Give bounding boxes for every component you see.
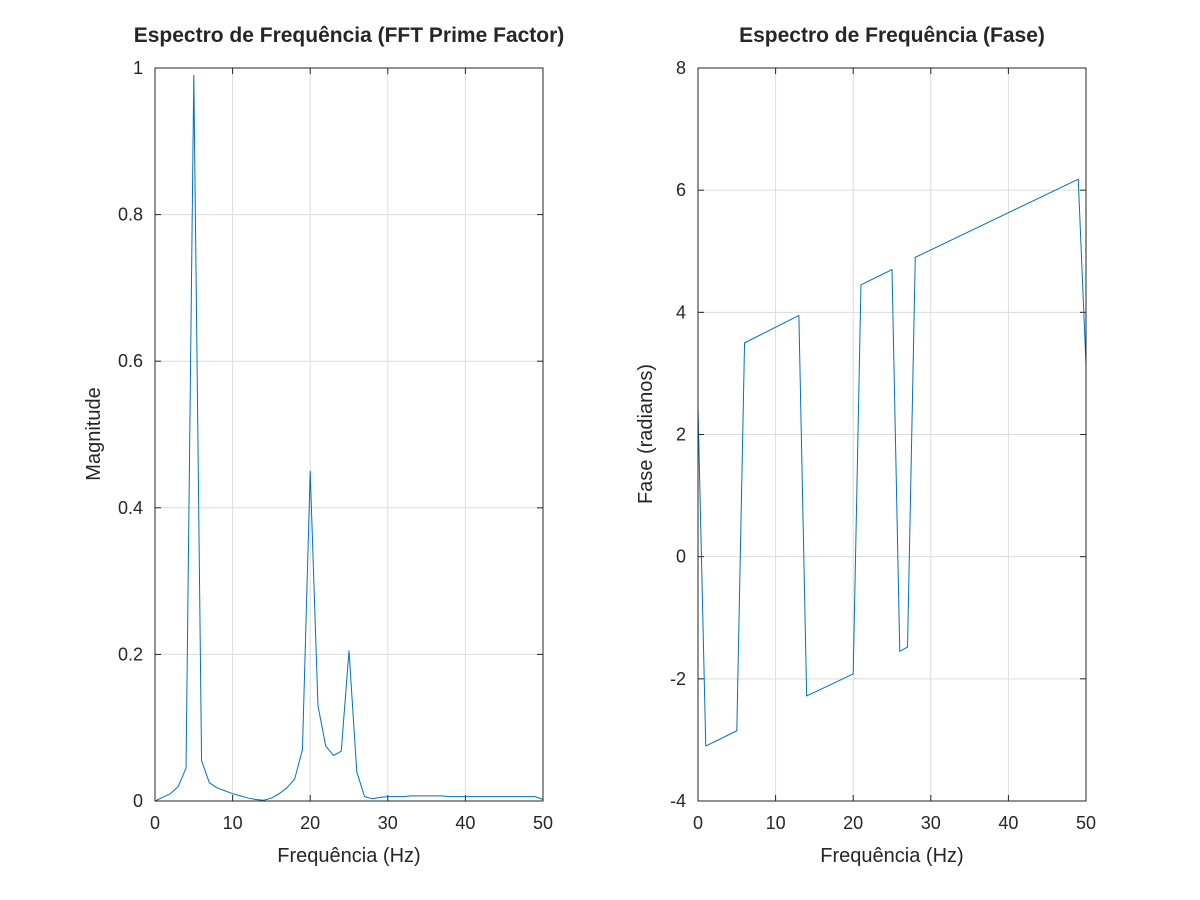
phase-y-tick-label: 8 — [676, 58, 686, 78]
phase-x-tick-label: 10 — [766, 813, 786, 833]
phase-series-line — [697, 178, 1087, 747]
magnitude-x-tick-label: 30 — [378, 813, 398, 833]
magnitude-axes: 0 10 20 30 40 50 0 0.2 0.4 0.6 0.8 1 Espectro de Fr… — [83, 24, 564, 867]
phase-y-tick-label: -2 — [670, 669, 686, 689]
phase-grid — [698, 68, 1086, 801]
magnitude-y-tick-label: 0.2 — [118, 644, 143, 664]
phase-y-tick-label: 6 — [676, 180, 686, 200]
phase-y-axis-label: Fase (radianos) — [635, 364, 657, 504]
magnitude-x-tick-label: 10 — [223, 813, 243, 833]
phase-y-tick-label: 2 — [676, 425, 686, 445]
phase-y-tick-label: 4 — [676, 302, 686, 322]
magnitude-y-tick-label: 0.8 — [118, 205, 143, 225]
magnitude-ticks: 0 10 20 30 40 50 0 0.2 0.4 0.6 0.8 1 — [118, 58, 553, 833]
magnitude-series-line — [154, 74, 544, 802]
magnitude-x-tick-label: 0 — [150, 813, 160, 833]
phase-axes-frame — [697, 67, 1087, 802]
magnitude-y-axis-label: Magnitude — [83, 387, 105, 480]
phase-x-tick-label: 30 — [921, 813, 941, 833]
magnitude-x-tick-label: 40 — [455, 813, 475, 833]
magnitude-x-tick-label: 20 — [300, 813, 320, 833]
phase-x-tick-label: 0 — [693, 813, 703, 833]
magnitude-chart-title: Espectro de Frequência (FFT Prime Factor… — [134, 24, 565, 47]
magnitude-x-tick-label: 50 — [533, 813, 553, 833]
phase-ticks: 0 10 20 30 40 50 -4 -2 0 2 4 6 8 — [670, 58, 1096, 833]
magnitude-axes-frame — [154, 67, 544, 802]
phase-axes: 0 10 20 30 40 50 -4 -2 0 2 4 6 8 Espectro de Frequên… — [635, 24, 1096, 867]
phase-chart-title: Espectro de Frequência (Fase) — [739, 24, 1045, 47]
phase-y-tick-label: 0 — [676, 547, 686, 567]
magnitude-x-axis-label: Frequência (Hz) — [277, 845, 420, 867]
magnitude-plot-area — [155, 68, 543, 801]
magnitude-y-tick-label: 0.6 — [118, 351, 143, 371]
magnitude-y-tick-label: 1 — [133, 58, 143, 78]
phase-x-axis-label: Frequência (Hz) — [820, 845, 963, 867]
phase-x-tick-label: 20 — [843, 813, 863, 833]
magnitude-y-tick-label: 0.4 — [118, 498, 143, 518]
phase-x-tick-label: 40 — [998, 813, 1018, 833]
phase-x-tick-label: 50 — [1076, 813, 1096, 833]
magnitude-y-tick-label: 0 — [133, 791, 143, 811]
phase-y-tick-label: -4 — [670, 791, 686, 811]
